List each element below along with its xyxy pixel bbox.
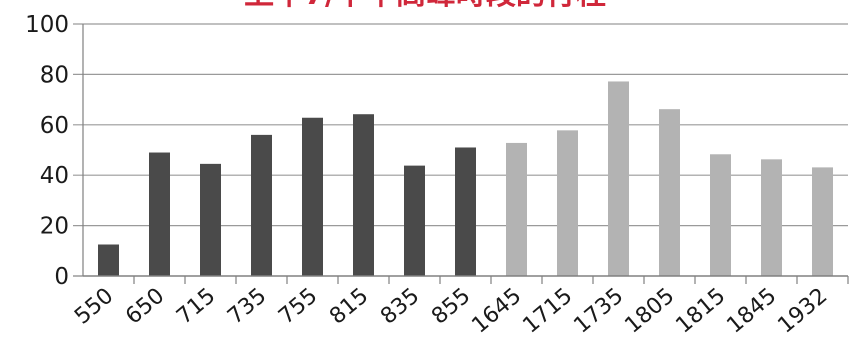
bar-1932: [812, 167, 833, 276]
y-tick-label: 60: [40, 113, 69, 139]
bar-1845: [761, 159, 782, 276]
x-tick-label: 550: [70, 283, 118, 329]
x-tick-label: 1845: [722, 283, 781, 338]
chart-title: 上午7/下午高峰時段的行程: [244, 0, 606, 12]
x-tick-label: 1805: [620, 283, 679, 338]
bars: [98, 81, 833, 277]
bar-1715: [557, 130, 578, 276]
x-tick-label: 715: [172, 283, 220, 329]
bar-755: [302, 117, 323, 276]
x-tick-label: 855: [427, 283, 475, 329]
bar-835: [404, 165, 425, 276]
bar-1645: [506, 142, 527, 276]
x-tick-label: 735: [223, 283, 271, 329]
x-tick-label: 1715: [518, 283, 577, 338]
bar-735: [251, 134, 272, 276]
bar-715: [200, 163, 221, 276]
bar-1815: [710, 154, 731, 276]
x-tick-label: 1645: [467, 283, 526, 338]
x-tick-label: 755: [274, 283, 322, 329]
x-tick-label: 815: [325, 283, 373, 329]
bar-855: [455, 147, 476, 276]
y-tick-label: 20: [40, 214, 69, 240]
y-tick-label: 0: [54, 264, 69, 290]
y-tick-label: 40: [40, 163, 69, 189]
y-axis-ticks: 0 20 40 60 80 100: [25, 12, 69, 290]
x-tick-label: 650: [121, 283, 169, 329]
bar-1805: [659, 109, 680, 277]
x-tick-label: 1815: [671, 283, 730, 338]
bar-815: [353, 114, 374, 276]
x-tick-label: 1932: [773, 283, 832, 338]
bar-550: [98, 244, 119, 276]
x-axis-ticks: 550 650 715 735 755 815 835 8551645171517351805…: [70, 276, 849, 339]
x-tick-label: 1735: [569, 283, 628, 338]
y-tick-label: 80: [40, 62, 69, 88]
y-tick-label: 100: [25, 12, 69, 38]
bar-650: [149, 152, 170, 276]
x-tick-label: 835: [376, 283, 424, 329]
bar-1735: [608, 81, 629, 277]
